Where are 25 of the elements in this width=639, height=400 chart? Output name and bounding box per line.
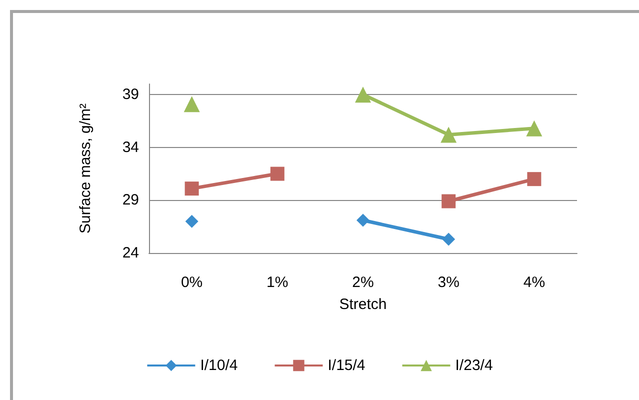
x-tick-label: 1% (266, 274, 288, 291)
x-tick-label: 4% (523, 274, 546, 291)
y-axis-title: Surface mass, g/m² (77, 103, 94, 234)
point (355, 86, 371, 103)
point (356, 214, 370, 227)
point (442, 194, 456, 208)
point (442, 232, 456, 246)
point (527, 172, 542, 186)
point (526, 120, 542, 136)
point (440, 126, 457, 143)
y-tick-label: 24 (122, 244, 139, 262)
legend-label: I/23/4 (455, 357, 493, 374)
y-tick-label: 34 (122, 138, 139, 156)
x-axis-title: Stretch (339, 296, 387, 313)
point (184, 182, 199, 196)
x-tick-label: 2% (352, 274, 374, 291)
legend-label: I/10/4 (200, 357, 238, 374)
point (270, 166, 284, 181)
y-tick-label: 39 (122, 86, 139, 104)
point (184, 96, 200, 112)
y-tick-label: 29 (122, 192, 139, 209)
legend-label: I/15/4 (328, 357, 366, 374)
x-tick-label: 0% (180, 274, 203, 291)
x-tick-label: 3% (438, 274, 460, 291)
point (185, 214, 198, 228)
